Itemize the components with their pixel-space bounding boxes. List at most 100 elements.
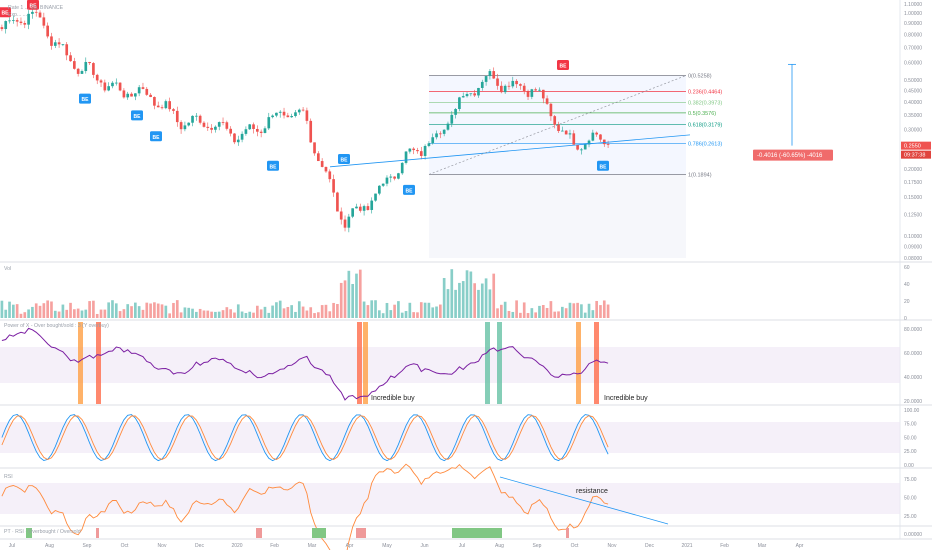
time-label-21: Apr (796, 543, 804, 549)
volume-bar-128 (488, 289, 492, 318)
be-label-red-2-text: BE (560, 64, 568, 70)
volume-bar-150 (572, 303, 576, 318)
volume-bar-111 (423, 302, 427, 318)
volume-bar-79 (301, 306, 305, 318)
volume-bar-53 (202, 310, 206, 318)
candle-body-23 (88, 61, 91, 64)
volume-bar-21 (80, 310, 84, 318)
candle-body-150 (572, 133, 576, 145)
candle-body-113 (431, 137, 435, 144)
fib-label-0: 0(0.5258) (688, 74, 712, 80)
volume-bar-127 (484, 278, 488, 318)
time-label-13: Aug (495, 543, 504, 549)
volume-bar-6 (23, 312, 27, 318)
volume-bar-28 (107, 302, 110, 318)
candle-body-116 (442, 129, 446, 134)
volume-bar-90 (343, 280, 347, 318)
volume-bar-63 (240, 311, 244, 318)
volume-bar-26 (99, 309, 103, 318)
candle-body-120 (458, 97, 461, 110)
bottom-signal-2 (256, 528, 262, 538)
volume-bar-73 (278, 300, 282, 318)
candle-body-80 (305, 110, 309, 121)
candle-body-95 (362, 206, 366, 211)
volume-bar-31 (118, 311, 122, 318)
volume-bar-18 (69, 302, 72, 318)
candle-body-136 (519, 84, 522, 86)
price-tick-5: 0.60000 (904, 61, 922, 67)
candle-body-31 (118, 82, 122, 91)
be-label-red-0-bg (0, 7, 11, 18)
candle-body-3 (12, 20, 15, 21)
volume-bar-87 (332, 302, 335, 318)
candle-body-90 (343, 219, 347, 228)
candle-body-59 (225, 122, 229, 129)
candle-body-144 (549, 103, 553, 117)
volume-bar-75 (286, 306, 290, 318)
rsi-tick-0: 75.00 (904, 477, 917, 483)
candle-body-101 (385, 177, 389, 184)
pox-tick-2: 40.0000 (904, 375, 922, 381)
volume-bar-152 (580, 304, 583, 318)
volume-bar-96 (366, 305, 370, 318)
time-label-0: Jul (9, 543, 15, 549)
candle-body-156 (595, 132, 598, 135)
bottom-tick: 0.00000 (904, 532, 922, 538)
candle-body-71 (271, 115, 274, 118)
candle-body-112 (427, 143, 431, 146)
volume-bar-22 (84, 309, 88, 318)
candle-body-128 (488, 71, 492, 77)
candle-body-114 (435, 133, 438, 138)
volume-bar-91 (347, 270, 351, 318)
candle-body-100 (381, 183, 385, 186)
volume-bar-70 (267, 312, 271, 318)
candle-body-57 (217, 122, 221, 127)
price-tick-14: 0.15000 (904, 195, 922, 201)
volume-bar-4 (15, 304, 19, 318)
candle-body-155 (591, 132, 595, 141)
volume-bar-37 (141, 309, 145, 318)
pox-band (0, 347, 900, 383)
candle-body-93 (355, 206, 358, 209)
candle-body-148 (564, 130, 568, 135)
volume-bar-24 (92, 300, 95, 318)
volume-bar-66 (252, 312, 255, 318)
resistance-label: resistance (576, 488, 608, 495)
volume-bar-65 (248, 311, 252, 318)
pox-signal-bar-5 (497, 322, 502, 404)
volume-bar-148 (564, 308, 568, 318)
chart-subtitle: Exp... ... (8, 12, 27, 18)
volume-bar-8 (31, 306, 34, 318)
candle-body-58 (221, 122, 225, 123)
candle-body-61 (233, 133, 236, 143)
volume-bar-125 (477, 289, 480, 318)
candle-body-131 (500, 85, 503, 93)
stoch-tick-2: 50.00 (904, 435, 917, 441)
price-tick-15: 0.12500 (904, 213, 922, 219)
volume-bar-109 (416, 312, 419, 318)
volume-bar-58 (221, 310, 225, 318)
pox-signal-bar-1 (96, 322, 101, 404)
measure-label: -0.4016 (-60.65%) -4016 (757, 153, 823, 159)
candle-body-51 (195, 115, 198, 117)
be-label-blue-6-text: BE (600, 164, 608, 170)
volume-bar-108 (412, 312, 415, 318)
volume-bar-129 (492, 273, 496, 318)
candle-body-125 (477, 87, 480, 96)
candle-body-60 (229, 128, 232, 134)
candle-body-94 (358, 206, 362, 211)
candle-body-68 (259, 131, 263, 133)
current-price-value: 0.2550 (904, 144, 921, 150)
candle-body-103 (393, 176, 396, 179)
time-label-18: 2021 (681, 543, 692, 549)
candle-body-47 (179, 122, 183, 130)
candle-body-33 (126, 93, 130, 98)
candle-body-8 (31, 11, 34, 14)
be-label-red-2-bg (557, 60, 569, 71)
candle-body-106 (404, 151, 408, 163)
candle-body-39 (149, 94, 152, 98)
stoch-tick-4: 0.00 (904, 463, 914, 469)
be-label-blue-3-text: BE (270, 164, 278, 170)
volume-bar-35 (134, 302, 137, 318)
